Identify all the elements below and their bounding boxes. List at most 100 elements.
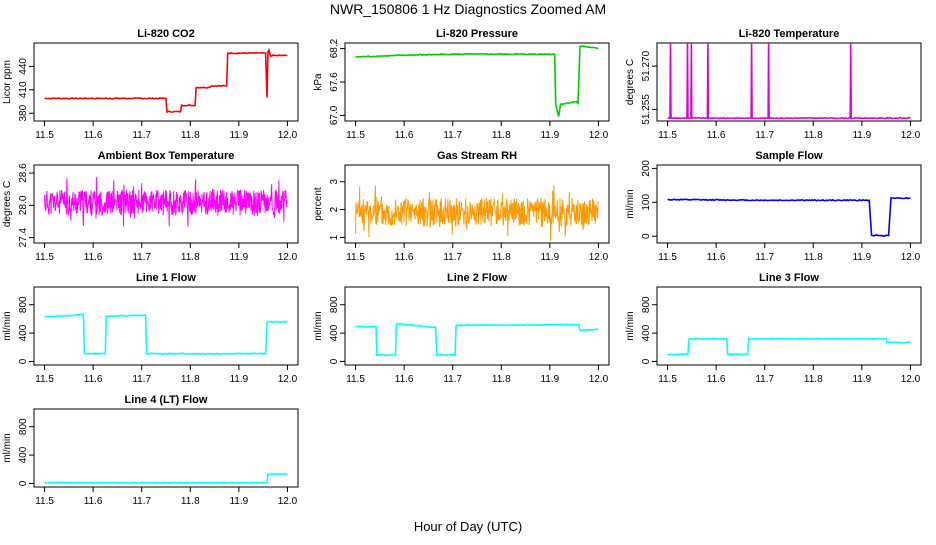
x-tick-label-pressure-3: 11.8 (492, 130, 511, 141)
series-line-rh-0 (355, 185, 599, 241)
y-axis-label-line3: ml/min (625, 311, 636, 340)
x-tick-label-line4-0: 11.5 (35, 496, 54, 507)
y-tick-label-line4-1: 400 (18, 446, 29, 463)
y-axis-label-ambient_temp: degrees C (2, 181, 13, 227)
y-tick-label-line4-0: 0 (18, 480, 29, 486)
x-tick-label-line2-0: 11.5 (346, 374, 365, 385)
y-tick-label-pressure-2: 68.2 (329, 38, 340, 58)
x-tick-label-licor_temp-2: 11.7 (755, 130, 774, 141)
y-tick-label-line1-2: 800 (18, 296, 29, 313)
x-tick-label-line1-3: 11.8 (181, 374, 200, 385)
panel-title-line2: Line 2 Flow (447, 272, 507, 284)
series-line-sample_flow-0 (667, 196, 911, 237)
x-tick-label-line3-4: 11.9 (852, 374, 871, 385)
x-tick-label-line3-5: 12.0 (901, 374, 921, 385)
y-tick-label-licor_temp-0: 51.255 (641, 94, 652, 125)
series-line-licor_temp-0 (667, 42, 911, 121)
x-tick-label-line4-5: 12.0 (278, 496, 298, 507)
panel-title-pressure: Li-820 Pressure (436, 28, 518, 40)
x-tick-label-pressure-0: 11.5 (346, 130, 365, 141)
y-tick-label-pressure-1: 67.6 (329, 72, 340, 92)
y-tick-label-line4-2: 800 (18, 418, 29, 435)
y-axis-label-sample_flow: ml/min (625, 189, 636, 218)
y-tick-label-line2-0: 0 (329, 358, 340, 364)
x-tick-label-line2-4: 11.9 (540, 374, 559, 385)
y-tick-label-rh-0: 1 (329, 234, 340, 240)
x-tick-label-pressure-5: 12.0 (589, 130, 609, 141)
series-line-co2-0 (44, 47, 288, 114)
x-tick-label-licor_temp-3: 11.8 (804, 130, 823, 141)
x-tick-label-co2-1: 11.6 (84, 130, 103, 141)
y-tick-label-rh-2: 3 (329, 178, 340, 184)
y-axis-label-line4: ml/min (2, 433, 13, 462)
panel-title-licor_temp: Li-820 Temperature (739, 28, 840, 40)
y-tick-label-sample_flow-2: 200 (641, 160, 652, 177)
x-tick-label-line4-2: 11.7 (132, 496, 151, 507)
x-tick-label-rh-4: 11.9 (540, 252, 559, 263)
x-tick-label-rh-1: 11.6 (395, 252, 414, 263)
x-tick-label-co2-2: 11.7 (132, 130, 151, 141)
y-tick-label-sample_flow-0: 0 (641, 233, 652, 239)
x-tick-label-line3-1: 11.6 (707, 374, 726, 385)
series-line-line3-0 (667, 337, 911, 356)
panel-line2: Line 2 Flow 11.5 11.6 11.7 11.8 11.9 12.0 0 400 8… (313, 272, 610, 385)
panel-title-line4: Line 4 (LT) Flow (125, 394, 208, 406)
y-tick-label-ambient_temp-2: 28.6 (18, 163, 29, 183)
x-tick-label-rh-2: 11.7 (443, 252, 462, 263)
x-tick-label-line3-2: 11.7 (755, 374, 774, 385)
y-axis-label-line1: ml/min (2, 311, 13, 340)
x-tick-label-licor_temp-0: 11.5 (658, 130, 677, 141)
plot-frame-line4 (33, 408, 299, 488)
x-tick-label-line4-4: 11.9 (229, 496, 248, 507)
y-axis-label-pressure: kPa (313, 73, 324, 91)
x-tick-label-licor_temp-4: 11.9 (852, 130, 871, 141)
x-tick-label-co2-0: 11.5 (35, 130, 54, 141)
y-axis-label-licor_temp: degrees C (625, 59, 636, 105)
x-tick-label-line1-1: 11.6 (84, 374, 103, 385)
plot-frame-ambient_temp (33, 164, 299, 244)
x-tick-label-pressure-1: 11.6 (395, 130, 414, 141)
x-tick-label-line2-2: 11.7 (443, 374, 462, 385)
panel-title-rh: Gas Stream RH (437, 150, 517, 162)
series-line-ambient_temp-0 (44, 177, 288, 227)
series-line-line4-0 (44, 472, 288, 485)
y-tick-label-line3-2: 800 (641, 296, 652, 313)
y-tick-label-co2-2: 440 (18, 58, 29, 75)
x-tick-label-line1-5: 12.0 (278, 374, 298, 385)
y-tick-label-line3-1: 400 (641, 324, 652, 341)
panel-title-ambient_temp: Ambient Box Temperature (98, 150, 235, 162)
x-tick-label-ambient_temp-5: 12.0 (278, 252, 298, 263)
x-tick-label-line2-1: 11.6 (395, 374, 414, 385)
x-tick-label-pressure-2: 11.7 (443, 130, 462, 141)
x-tick-label-sample_flow-0: 11.5 (658, 252, 677, 263)
panel-title-line1: Line 1 Flow (136, 272, 196, 284)
panel-licor_temp: Li-820 Temperature 11.5 11.6 11.7 11.8 11.9 12… (625, 28, 922, 141)
panel-pressure: Li-820 Pressure 11.5 11.6 11.7 11.8 11.9 12.0 6… (313, 28, 610, 141)
x-tick-label-ambient_temp-1: 11.6 (84, 252, 103, 263)
x-tick-label-line2-5: 12.0 (589, 374, 609, 385)
panel-sample_flow: Sample Flow 11.5 11.6 11.7 11.8 11.9 12.0 0 100 2… (625, 150, 922, 263)
x-tick-label-line3-0: 11.5 (658, 374, 677, 385)
panel-ambient_temp: Ambient Box Temperature 11.5 11.6 11.7 11.8 1… (2, 150, 299, 263)
y-axis-label-line2: ml/min (313, 311, 324, 340)
plot-frame-sample_flow (656, 164, 922, 244)
y-tick-label-line2-2: 800 (329, 296, 340, 313)
panel-co2: Li-820 CO2 11.5 11.6 11.7 11.8 11.9 12.0 380 410… (2, 28, 299, 141)
x-tick-label-line1-4: 11.9 (229, 374, 248, 385)
y-tick-label-licor_temp-1: 51.270 (641, 50, 652, 81)
x-tick-label-line1-2: 11.7 (132, 374, 151, 385)
x-tick-label-sample_flow-1: 11.6 (707, 252, 726, 263)
x-tick-label-co2-3: 11.8 (181, 130, 200, 141)
plot-frame-line3 (656, 286, 922, 366)
series-line-line2-0 (355, 322, 599, 357)
plot-frame-co2 (33, 42, 299, 122)
y-tick-label-line1-1: 400 (18, 324, 29, 341)
panel-title-sample_flow: Sample Flow (755, 150, 823, 162)
x-tick-label-ambient_temp-4: 11.9 (229, 252, 248, 263)
series-line-pressure-0 (355, 45, 599, 117)
x-tick-label-sample_flow-4: 11.9 (852, 252, 871, 263)
y-tick-label-ambient_temp-1: 28.0 (18, 195, 29, 215)
x-tick-label-ambient_temp-3: 11.8 (181, 252, 200, 263)
x-tick-label-rh-5: 12.0 (589, 252, 609, 263)
